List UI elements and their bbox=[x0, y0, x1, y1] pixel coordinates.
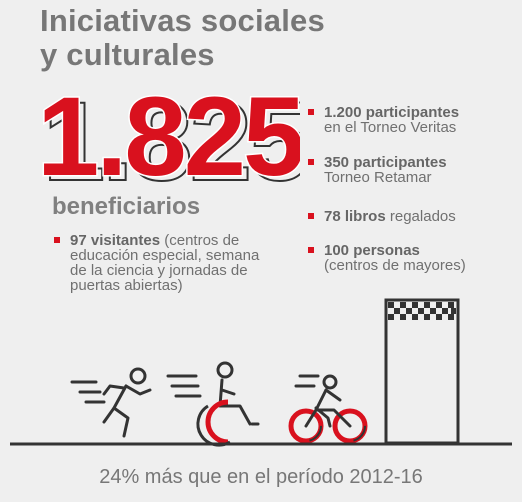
running-person-icon bbox=[70, 367, 152, 438]
bullet-square-icon bbox=[308, 109, 314, 115]
icons-illustration bbox=[10, 298, 512, 447]
wheelchair-icon bbox=[166, 361, 260, 447]
title-line-1: Iniciativas sociales bbox=[40, 3, 325, 38]
cyclist-icon bbox=[288, 374, 368, 444]
list-item: 350 participantes Torneo Retamar bbox=[308, 155, 447, 185]
list-item: 1.200 participantes en el Torneo Veritas bbox=[308, 105, 459, 135]
comparison-footer: 24% más que en el período 2012-16 bbox=[99, 466, 423, 488]
bullet-square-icon bbox=[308, 213, 314, 219]
beneficiaries-number-shadow: 1.825 bbox=[43, 86, 300, 196]
bullet-square-icon bbox=[54, 237, 60, 243]
beneficiaries-number: 1.825 1.825 bbox=[36, 86, 301, 196]
beneficiaries-label: beneficiarios bbox=[52, 193, 201, 220]
page-title: Iniciativas sociales y culturales bbox=[40, 4, 325, 72]
finish-flag-icon bbox=[384, 298, 460, 445]
bullet-square-icon bbox=[308, 247, 314, 253]
list-item: 78 libros regalados bbox=[308, 209, 456, 224]
list-item: 100 personas (centros de mayores) bbox=[308, 243, 466, 273]
bullet-square-icon bbox=[308, 159, 314, 165]
title-line-2: y culturales bbox=[40, 37, 215, 72]
list-item: 97 visitantes (centros de educación espe… bbox=[54, 233, 275, 293]
beneficiaries-number-text: 1.825 bbox=[37, 86, 300, 196]
